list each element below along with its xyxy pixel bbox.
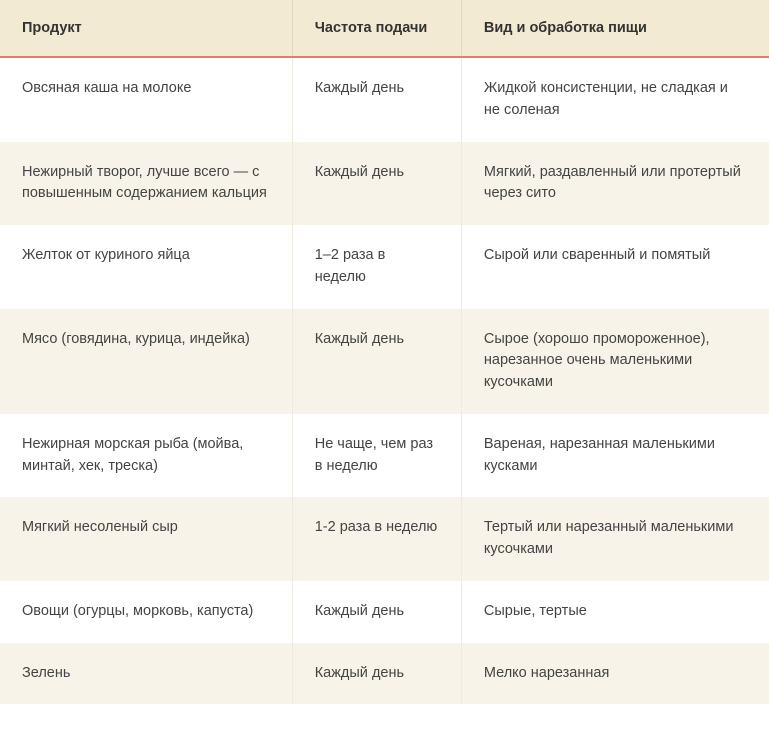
table-row: Зелень Каждый день Мелко нарезанная [0, 643, 769, 705]
cell-product: Желток от куриного яйца [0, 225, 292, 309]
cell-product: Мясо (говядина, курица, индейка) [0, 309, 292, 414]
cell-product: Зелень [0, 643, 292, 705]
cell-preparation: Мелко нарезанная [461, 643, 769, 705]
cell-preparation: Жидкой консистенции, не сладкая и не сол… [461, 58, 769, 142]
table-header-row: Продукт Частота подачи Вид и обработка п… [0, 0, 769, 56]
cell-frequency: Каждый день [292, 142, 461, 226]
cell-preparation: Сырой или сваренный и помятый [461, 225, 769, 309]
feeding-table: Продукт Частота подачи Вид и обработка п… [0, 0, 769, 704]
cell-preparation: Сырое (хорошо промороженное), нарезанное… [461, 309, 769, 414]
column-header-preparation: Вид и обработка пищи [461, 0, 769, 56]
cell-frequency: Каждый день [292, 58, 461, 142]
cell-product: Нежирная морская рыба (мойва, минтай, хе… [0, 414, 292, 498]
cell-preparation: Мягкий, раздавленный или протертый через… [461, 142, 769, 226]
cell-product: Овощи (огурцы, морковь, капуста) [0, 581, 292, 643]
column-header-frequency: Частота подачи [292, 0, 461, 56]
cell-product: Овсяная каша на молоке [0, 58, 292, 142]
cell-frequency: Каждый день [292, 581, 461, 643]
table-row: Овощи (огурцы, морковь, капуста) Каждый … [0, 581, 769, 643]
cell-preparation: Вареная, нарезанная маленькими кусками [461, 414, 769, 498]
table-row: Мягкий несоленый сыр 1-2 раза в неделю Т… [0, 497, 769, 581]
table-row: Нежирный творог, лучше всего — с повышен… [0, 142, 769, 226]
cell-preparation: Тертый или нарезанный маленькими кусочка… [461, 497, 769, 581]
table-row: Желток от куриного яйца 1–2 раза в недел… [0, 225, 769, 309]
cell-frequency: Каждый день [292, 309, 461, 414]
cell-product: Мягкий несоленый сыр [0, 497, 292, 581]
cell-frequency: Каждый день [292, 643, 461, 705]
cell-preparation: Сырые, тертые [461, 581, 769, 643]
table-body: Овсяная каша на молоке Каждый день Жидко… [0, 58, 769, 704]
cell-frequency: 1-2 раза в неделю [292, 497, 461, 581]
table-row: Овсяная каша на молоке Каждый день Жидко… [0, 58, 769, 142]
cell-frequency: 1–2 раза в неделю [292, 225, 461, 309]
table-row: Мясо (говядина, курица, индейка) Каждый … [0, 309, 769, 414]
column-header-product: Продукт [0, 0, 292, 56]
cell-frequency: Не чаще, чем раз в неделю [292, 414, 461, 498]
table-row: Нежирная морская рыба (мойва, минтай, хе… [0, 414, 769, 498]
cell-product: Нежирный творог, лучше всего — с повышен… [0, 142, 292, 226]
